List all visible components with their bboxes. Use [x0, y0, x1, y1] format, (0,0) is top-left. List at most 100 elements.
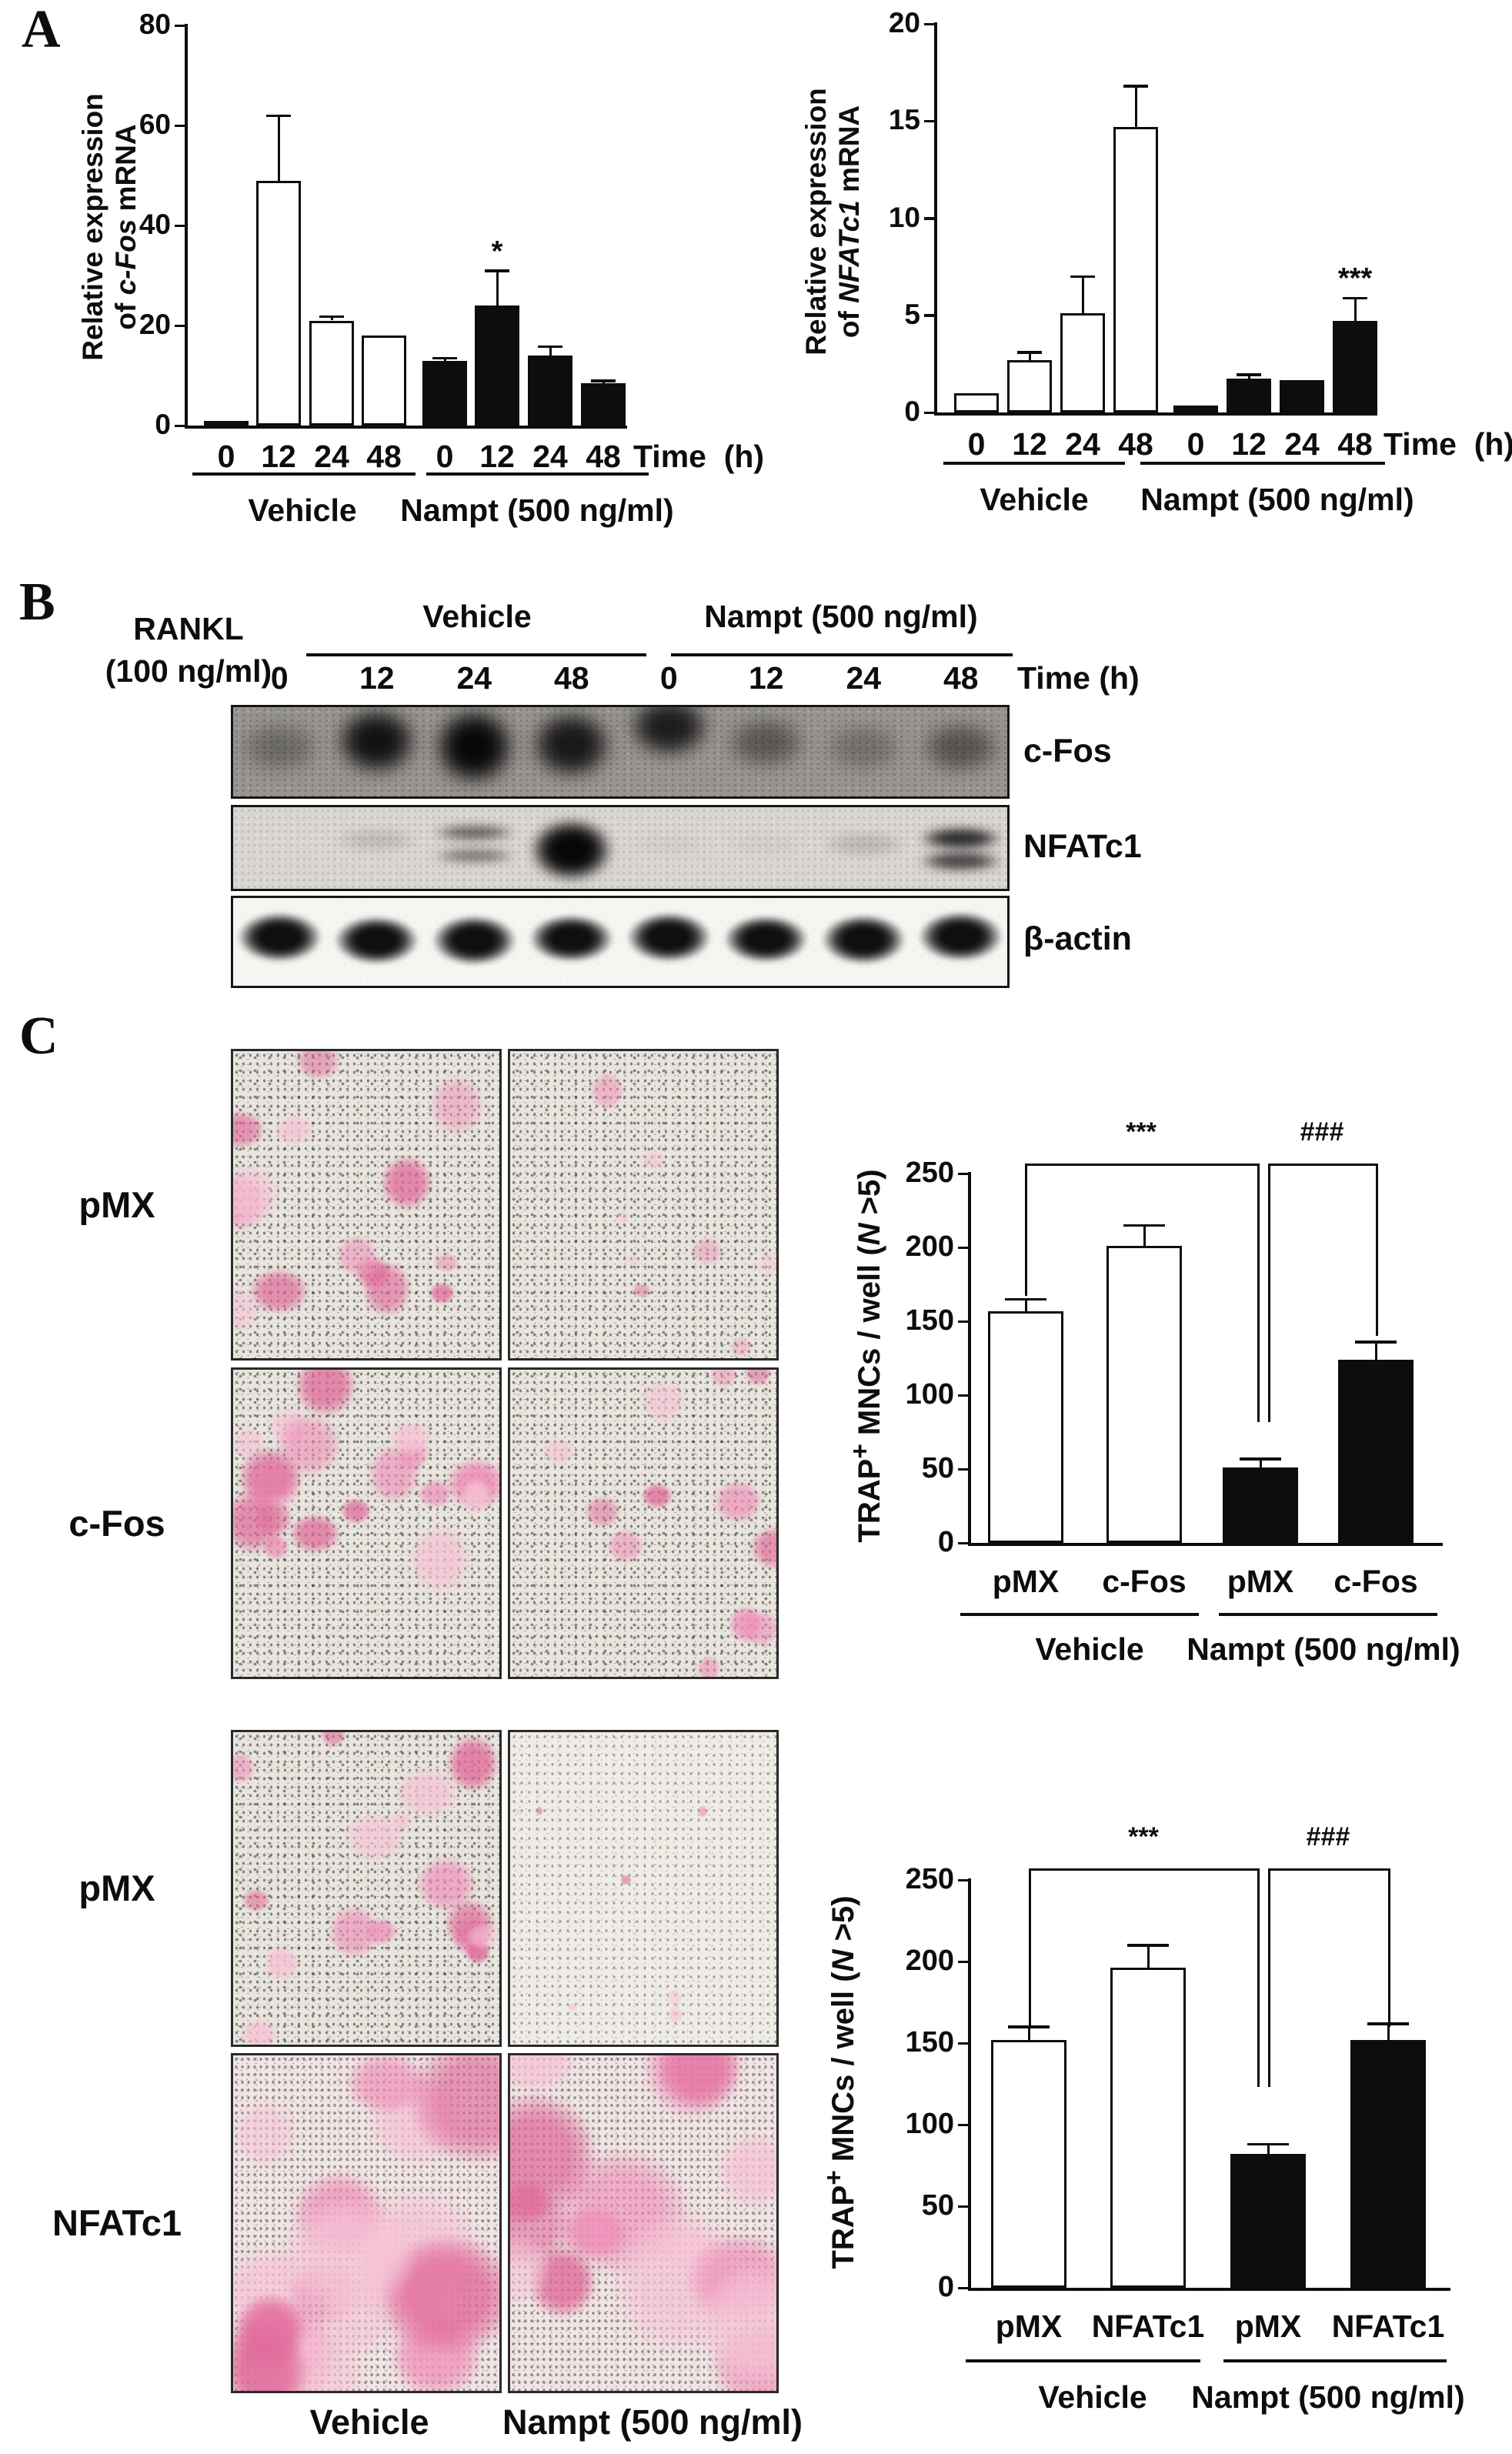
- protein-band: [723, 914, 809, 964]
- sig-bracket-label: ***: [1126, 1117, 1157, 1147]
- y-tick-label: 100: [905, 2108, 954, 2140]
- trap-positive-cell: [320, 1732, 346, 1748]
- sig-bracket-label: ***: [1128, 1822, 1159, 1851]
- error-bar-line: [1259, 1458, 1262, 1468]
- trap-positive-cell: [460, 1477, 492, 1514]
- group-label: Vehicle: [980, 482, 1089, 517]
- rankl-treatment-label: RANKL (100 ng/ml): [105, 611, 272, 689]
- error-bar-line: [1028, 352, 1031, 360]
- trap-positive-cell: [395, 1765, 459, 1819]
- trap-positive-cell: [691, 1236, 723, 1267]
- trap-positive-cell: [289, 1513, 342, 1554]
- protein-band: [723, 715, 809, 771]
- micrograph-pmx-vehicle: [231, 1730, 502, 2047]
- error-bar-cap: [1354, 1341, 1397, 1344]
- trap-positive-cell: [728, 1604, 764, 1644]
- blot-lane-label: 48: [943, 660, 979, 696]
- y-tick-label: 0: [937, 1526, 954, 1558]
- y-tick-mark: [958, 1541, 968, 1544]
- micro-col-label: Nampt (500 ng/ml): [502, 2402, 803, 2442]
- y-tick-label: 0: [904, 396, 920, 427]
- y-tick-mark: [924, 119, 934, 123]
- bar-48-7: [581, 382, 626, 426]
- blot-lane: [718, 807, 816, 889]
- protein-band: [334, 827, 420, 853]
- group-label: Nampt (500 ng/ml): [400, 492, 674, 528]
- y-axis-label-c1: TRAP+ MNCs / well (N >5): [846, 1169, 887, 1543]
- trap-positive-cell: [743, 1370, 772, 1387]
- sig-bracket-top: [1268, 1868, 1388, 1871]
- bar-48-3: [362, 336, 406, 426]
- y-tick-label: 0: [155, 409, 171, 440]
- y-tick-label: 150: [905, 2026, 954, 2058]
- protein-band: [918, 850, 1004, 872]
- error-bar-cap: [1342, 296, 1368, 300]
- trap-positive-cell: [233, 1751, 255, 1785]
- significance-star: ***: [1337, 262, 1373, 295]
- protein-band: [918, 826, 1004, 850]
- blot-lane: [329, 707, 426, 796]
- trap-positive-cell: [363, 1918, 399, 1946]
- protein-band: [431, 847, 517, 863]
- y-tick-label: 250: [905, 1157, 954, 1189]
- bar-24-2: [309, 320, 354, 426]
- trap-positive-cell: [379, 1154, 433, 1210]
- x-category-label: NFATc1: [1331, 2309, 1445, 2344]
- blot-group-underline: [671, 653, 1013, 656]
- error-bar-line: [330, 316, 333, 321]
- sig-bracket-leg: [1025, 1164, 1027, 1296]
- blot-lane-label: 48: [553, 660, 589, 696]
- y-tick-label: 10: [888, 201, 920, 233]
- protein-band: [529, 816, 615, 883]
- x-category-label: pMX: [1227, 1564, 1294, 1599]
- bar-0-0: [204, 420, 249, 426]
- y-axis-c1: [968, 1172, 971, 1546]
- x-category-label: pMX: [1234, 2309, 1302, 2344]
- bar-0-0: [954, 392, 999, 412]
- y-tick-label: 50: [921, 1452, 954, 1484]
- trap-positive-cell: [389, 1420, 434, 1455]
- group-underline: [966, 2359, 1200, 2362]
- trap-positive-cell: [541, 1438, 576, 1465]
- bar-pmx-0: [991, 2039, 1066, 2288]
- y-tick-label: 50: [921, 2189, 954, 2222]
- panel-a-label: A: [22, 0, 61, 59]
- error-bar-line: [1353, 298, 1357, 322]
- sig-bracket-leg: [1257, 1868, 1260, 2087]
- bar-c-fos-3: [1338, 1359, 1414, 1543]
- y-tick-label: 5: [904, 298, 920, 330]
- bar-c-fos-1: [1106, 1246, 1182, 1543]
- trap-positive-cell: [641, 1150, 666, 1172]
- x-category-label: 48: [1118, 426, 1153, 462]
- x-category-label: c-Fos: [1333, 1564, 1418, 1599]
- blot-lane: [523, 807, 621, 889]
- bar-24-2: [1060, 313, 1105, 412]
- blot-protein-label: β-actin: [1023, 920, 1132, 957]
- y-tick-mark: [175, 124, 185, 127]
- y-tick-mark: [175, 24, 185, 27]
- group-underline: [1219, 1613, 1437, 1616]
- blot-lane-label: 12: [748, 660, 784, 696]
- group-underline: [960, 1613, 1199, 1616]
- error-bar-cap: [265, 114, 292, 117]
- protein-band: [820, 721, 906, 773]
- group-label: Nampt (500 ng/ml): [1191, 2379, 1465, 2415]
- protein-band: [431, 707, 517, 788]
- y-tick-mark: [958, 1320, 968, 1323]
- error-bar-line: [1081, 276, 1084, 314]
- group-underline: [1140, 462, 1385, 465]
- trap-positive-cell: [730, 1334, 752, 1358]
- protein-band: [334, 915, 420, 965]
- blot-lane: [426, 707, 523, 796]
- micrograph-pmx-nampt: [508, 1049, 779, 1361]
- bar-12-1: [1007, 359, 1052, 412]
- protein-band: [626, 707, 712, 760]
- trap-positive-cell: [514, 1808, 523, 1817]
- y-tick-label: 0: [937, 2271, 954, 2303]
- micro-row-label-nfatc1: NFATc1: [52, 2202, 182, 2243]
- error-bar-cap: [319, 315, 345, 319]
- trap-positive-cell: [713, 1480, 763, 1524]
- x-category-label: 48: [1337, 426, 1373, 462]
- group-label: Vehicle: [1035, 1631, 1144, 1667]
- protein-band: [334, 707, 420, 777]
